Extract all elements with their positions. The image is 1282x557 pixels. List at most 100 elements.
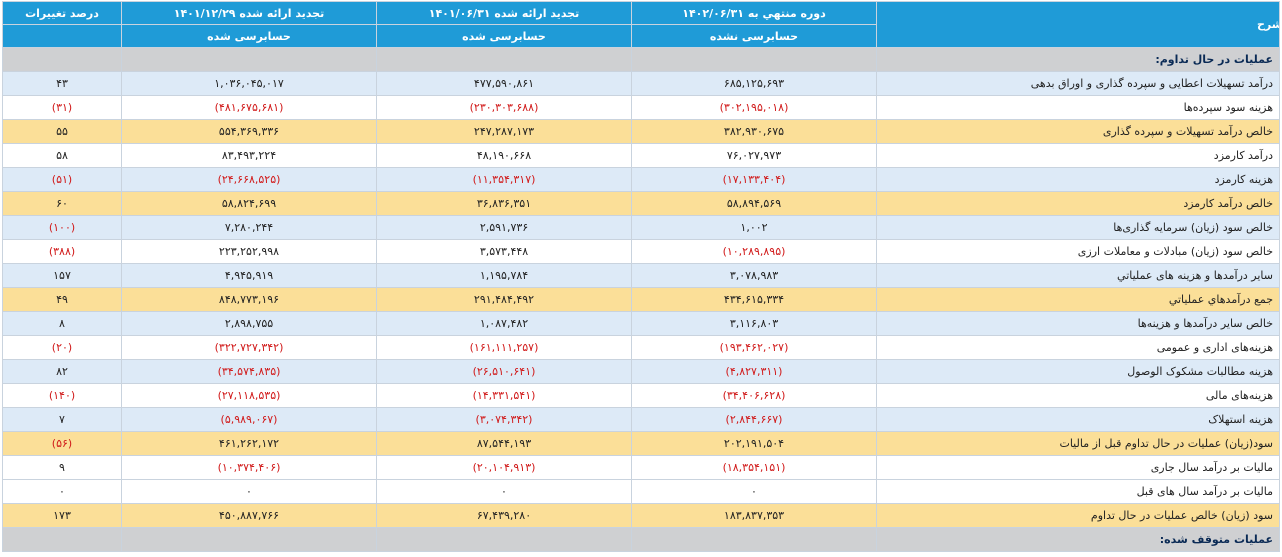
cell-value-1401-06-31: ۴۷۷,۵۹۰,۸۶۱ — [376, 71, 632, 96]
table-row: ۴۳ ۱,۰۳۶,۰۴۵,۰۱۷ ۴۷۷,۵۹۰,۸۶۱ ۶۸۵,۱۲۵,۶۹۳ درآ… — [2, 71, 1280, 96]
cell-value-1401-12-29: ۸۴۸,۷۷۳,۱۹۶ — [121, 287, 377, 312]
cell-value-1401-12-29: ۴۶۱,۲۶۲,۱۷۲ — [121, 431, 377, 456]
header-audit1: حسابرسی نشده — [631, 24, 877, 48]
cell-pct-change: ۹ — [2, 455, 122, 480]
cell-value-1401-12-29: (۳۲۲,۷۲۷,۳۴۲) — [121, 335, 377, 360]
cell-pct-change: ۵۵ — [2, 119, 122, 144]
section-row-discontinued: عملیات متوقف شده: — [2, 527, 1280, 552]
cell-value-1402-06-31: ۰ — [631, 479, 877, 504]
cell-value-1402-06-31: ۱,۰۰۲ — [631, 215, 877, 240]
header-audit-empty — [2, 24, 122, 48]
cell-value-1401-06-31: (۳,۰۷۴,۳۴۲) — [376, 407, 632, 432]
cell-value-1401-12-29: (۲۷,۱۱۸,۵۳۵) — [121, 383, 377, 408]
cell-value-1401-06-31: ۸۷,۵۴۴,۱۹۳ — [376, 431, 632, 456]
cell-pct-change: ۰ — [2, 479, 122, 504]
cell-value-1402-06-31: (۲,۸۴۴,۶۶۷) — [631, 407, 877, 432]
cell-description: مالیات بر درآمد سال های قبل — [876, 479, 1280, 504]
cell-pct-change: (۱۰۰) — [2, 215, 122, 240]
cell-value-1401-12-29: ۱,۰۳۶,۰۴۵,۰۱۷ — [121, 71, 377, 96]
table-row: (۱۰۰) ۷,۲۸۰,۲۴۴ ۲,۵۹۱,۷۳۶ ۱,۰۰۲ خالص سود (زی… — [2, 215, 1280, 240]
section-title-continuing: عملیات در حال تداوم: — [876, 47, 1280, 72]
section-row-continuing: عملیات در حال تداوم: — [2, 47, 1280, 72]
cell-value-1402-06-31: ۳,۱۱۶,۸۰۳ — [631, 311, 877, 336]
cell-value-1401-12-29: ۴۵۰,۸۸۷,۷۶۶ — [121, 503, 377, 528]
cell-value-1402-06-31: ۱۸۳,۸۳۷,۳۵۳ — [631, 503, 877, 528]
header-pct-change: درصد تغییرات — [2, 1, 122, 25]
cell-value-1401-12-29: ۴,۹۴۵,۹۱۹ — [121, 263, 377, 288]
cell-description: هزینه سود سپرده‌ها — [876, 95, 1280, 120]
header-row-titles: درصد تغییرات تجدید ارائه شده ۱۴۰۱/۱۲/۲۹ … — [2, 1, 1280, 48]
cell-value-1401-12-29: (۵,۹۸۹,۰۶۷) — [121, 407, 377, 432]
cell-description: درآمد تسهیلات اعطایی و سپرده گذاری و اور… — [876, 71, 1280, 96]
cell-pct-change: (۵۱) — [2, 167, 122, 192]
cell-pct-change: (۵۶) — [2, 431, 122, 456]
cell-value-1401-06-31: (۱۶۱,۱۱۱,۲۵۷) — [376, 335, 632, 360]
cell-value-1401-06-31: ۰ — [376, 479, 632, 504]
cell-value-1402-06-31: (۱۷,۱۳۳,۴۰۴) — [631, 167, 877, 192]
cell-pct-change: ۴۳ — [2, 71, 122, 96]
table-row: (۳۱) (۴۸۱,۶۷۵,۶۸۱) (۲۳۰,۳۰۳,۶۸۸) (۳۰۲,۱۹۵,۰… — [2, 95, 1280, 120]
cell-value-1401-06-31: ۶۷,۴۳۹,۲۸۰ — [376, 503, 632, 528]
cell-value-1401-06-31: ۲۹۱,۴۸۴,۴۹۲ — [376, 287, 632, 312]
cell-pct-change: ۵۸ — [2, 143, 122, 168]
table-row: (۱۴۰) (۲۷,۱۱۸,۵۳۵) (۱۴,۳۳۱,۵۴۱) (۳۴,۴۰۶,۶۲۸… — [2, 383, 1280, 408]
cell-pct-change: (۳۱) — [2, 95, 122, 120]
table-row: ۸۲ (۳۴,۵۷۴,۸۳۵) (۲۶,۵۱۰,۶۴۱) (۴,۸۲۷,۳۱۱) هزی… — [2, 359, 1280, 384]
cell-pct-change: ۸ — [2, 311, 122, 336]
cell-description: سود (زیان) خالص عملیات در حال تداوم — [876, 503, 1280, 528]
cell-value-1401-06-31: (۲۳۰,۳۰۳,۶۸۸) — [376, 95, 632, 120]
cell-value-1401-12-29: ۲,۸۹۸,۷۵۵ — [121, 311, 377, 336]
cell-value-1402-06-31: (۱۹۳,۴۶۲,۰۲۷) — [631, 335, 877, 360]
table-row: ۵۵ ۵۵۴,۳۶۹,۳۳۶ ۲۴۷,۲۸۷,۱۷۳ ۳۸۲,۹۳۰,۶۷۵ خالص … — [2, 119, 1280, 144]
header-col2: تجدید ارائه شده ۱۴۰۱/۰۶/۳۱ — [376, 1, 632, 25]
cell-value-1401-12-29: (۱۰,۳۷۴,۴۰۶) — [121, 455, 377, 480]
cell-value-1401-06-31: ۲۴۷,۲۸۷,۱۷۳ — [376, 119, 632, 144]
cell-value-1402-06-31: ۴۳۴,۶۱۵,۳۳۴ — [631, 287, 877, 312]
cell-value-1401-06-31: (۲۶,۵۱۰,۶۴۱) — [376, 359, 632, 384]
table-row: ۰ ۰ ۰ ۰ مالیات بر درآمد سال های قبل — [2, 479, 1280, 504]
cell-value-1401-12-29: ۵۸,۸۲۴,۶۹۹ — [121, 191, 377, 216]
cell-value-1401-12-29: (۳۴,۵۷۴,۸۳۵) — [121, 359, 377, 384]
cell-value-1402-06-31: (۱۰,۲۸۹,۸۹۵) — [631, 239, 877, 264]
cell-value-1401-06-31: (۱۱,۳۵۴,۳۱۷) — [376, 167, 632, 192]
cell-pct-change: ۱۵۷ — [2, 263, 122, 288]
cell-description: سایر درآمدها و هزینه های عملیاتي — [876, 263, 1280, 288]
cell-value-1401-12-29: ۷,۲۸۰,۲۴۴ — [121, 215, 377, 240]
cell-value-1401-12-29: (۲۴,۶۶۸,۵۲۵) — [121, 167, 377, 192]
table-row: ۱۵۷ ۴,۹۴۵,۹۱۹ ۱,۱۹۵,۷۸۴ ۳,۰۷۸,۹۸۳ سایر درآمد… — [2, 263, 1280, 288]
table-row: ۴۹ ۸۴۸,۷۷۳,۱۹۶ ۲۹۱,۴۸۴,۴۹۲ ۴۳۴,۶۱۵,۳۳۴ جمع د… — [2, 287, 1280, 312]
cell-description: مالیات بر درآمد سال جاری — [876, 455, 1280, 480]
cell-description: هزینه کارمزد — [876, 167, 1280, 192]
cell-pct-change: ۴۹ — [2, 287, 122, 312]
table-row: ۱۷۳ ۴۵۰,۸۸۷,۷۶۶ ۶۷,۴۳۹,۲۸۰ ۱۸۳,۸۳۷,۳۵۳ سود (… — [2, 503, 1280, 528]
table-row: ۸ ۲,۸۹۸,۷۵۵ ۱,۰۸۷,۴۸۲ ۳,۱۱۶,۸۰۳ خالص سایر در… — [2, 311, 1280, 336]
cell-value-1401-12-29: (۴۸۱,۶۷۵,۶۸۱) — [121, 95, 377, 120]
cell-value-1401-06-31: (۱۴,۳۳۱,۵۴۱) — [376, 383, 632, 408]
cell-value-1402-06-31: (۴,۸۲۷,۳۱۱) — [631, 359, 877, 384]
cell-value-1401-06-31: ۱,۰۸۷,۴۸۲ — [376, 311, 632, 336]
cell-value-1402-06-31: ۲۰۲,۱۹۱,۵۰۴ — [631, 431, 877, 456]
cell-description: خالص سایر درآمدها و هزینه‌ها — [876, 311, 1280, 336]
cell-value-1402-06-31: ۶۸۵,۱۲۵,۶۹۳ — [631, 71, 877, 96]
cell-pct-change: ۸۲ — [2, 359, 122, 384]
cell-description: خالص درآمد کارمزد — [876, 191, 1280, 216]
table-row: ۶۰ ۵۸,۸۲۴,۶۹۹ ۳۶,۸۳۶,۳۵۱ ۵۸,۸۹۴,۵۶۹ خالص درآ… — [2, 191, 1280, 216]
table-row: (۵۶) ۴۶۱,۲۶۲,۱۷۲ ۸۷,۵۴۴,۱۹۳ ۲۰۲,۱۹۱,۵۰۴ سود(… — [2, 431, 1280, 456]
cell-description: هزینه استهلاک — [876, 407, 1280, 432]
cell-value-1402-06-31: ۵۸,۸۹۴,۵۶۹ — [631, 191, 877, 216]
cell-value-1401-06-31: ۱,۱۹۵,۷۸۴ — [376, 263, 632, 288]
cell-pct-change: (۱۴۰) — [2, 383, 122, 408]
cell-pct-change: (۳۸۸) — [2, 239, 122, 264]
header-row-audit: حسابرسی شده حسابرسی شده حسابرسی نشده — [2, 24, 1280, 48]
cell-pct-change: ۶۰ — [2, 191, 122, 216]
header-audit2: حسابرسی شده — [376, 24, 632, 48]
cell-description: خالص سود (زیان) مبادلات و معاملات ارزی — [876, 239, 1280, 264]
cell-description: هزینه مطالبات مشکوک الوصول — [876, 359, 1280, 384]
cell-pct-change: ۱۷۳ — [2, 503, 122, 528]
header-col1: دوره منتهي به ۱۴۰۲/۰۶/۳۱ — [631, 1, 877, 25]
cell-pct-change: ۷ — [2, 407, 122, 432]
cell-value-1401-12-29: ۵۵۴,۳۶۹,۳۳۶ — [121, 119, 377, 144]
cell-description: هزینه‌های اداری و عمومی — [876, 335, 1280, 360]
cell-value-1401-06-31: ۴۸,۱۹۰,۶۶۸ — [376, 143, 632, 168]
cell-value-1401-12-29: ۲۲۳,۲۵۲,۹۹۸ — [121, 239, 377, 264]
